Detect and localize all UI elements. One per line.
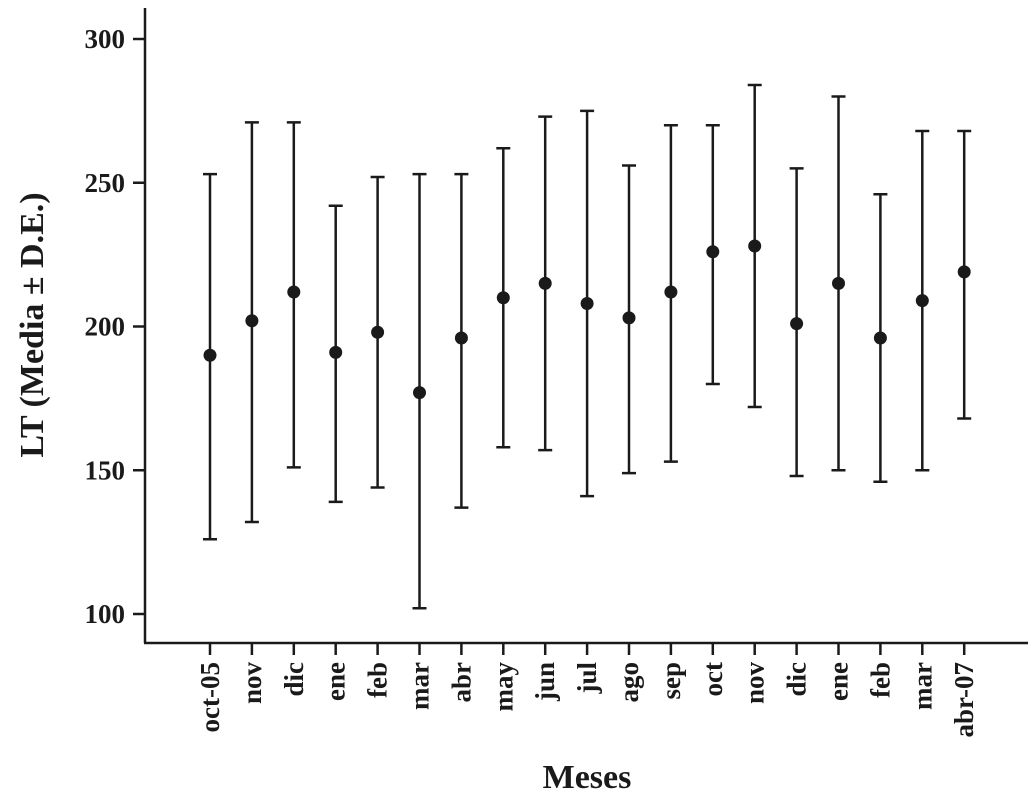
- x-tick-label: nov: [740, 662, 770, 705]
- mean-point: [832, 276, 845, 290]
- y-tick-label: 150: [85, 455, 126, 485]
- mean-point: [664, 285, 678, 299]
- x-tick-label: ene: [321, 662, 351, 701]
- x-tick-label: feb: [363, 662, 393, 698]
- mean-point: [496, 291, 510, 305]
- y-axis-ticks: 100 150 200 250 300: [85, 24, 145, 629]
- x-tick-label: feb: [865, 662, 895, 698]
- mean-point: [873, 331, 887, 345]
- mean-point: [580, 297, 594, 310]
- x-tick-label: dic: [782, 662, 812, 697]
- x-tick-label: abr-07: [949, 662, 979, 738]
- mean-point: [538, 276, 552, 290]
- x-axis-title: Meses: [543, 759, 632, 796]
- mean-point: [622, 311, 636, 325]
- mean-point: [790, 317, 804, 331]
- x-tick-label: dic: [279, 662, 309, 697]
- y-tick-label: 250: [85, 168, 126, 198]
- chart-marks: [203, 83, 972, 610]
- y-tick-label: 300: [85, 24, 126, 54]
- mean-point: [329, 345, 343, 359]
- x-tick-label: oct: [698, 662, 728, 696]
- y-axis-title: LT (Media ± D.E.): [14, 192, 51, 457]
- mean-point: [454, 331, 468, 345]
- x-tick-label: mar: [405, 662, 435, 710]
- mean-point: [287, 285, 301, 299]
- y-tick-label: 200: [85, 312, 126, 342]
- x-tick-label: mar: [907, 662, 937, 710]
- mean-point: [706, 245, 720, 259]
- mean-point: [371, 325, 385, 339]
- mean-point: [245, 314, 259, 328]
- x-tick-label: sep: [656, 662, 686, 700]
- mean-point: [957, 265, 971, 279]
- x-tick-label: nov: [237, 662, 267, 705]
- x-tick-label: jul: [572, 662, 602, 695]
- x-tick-label: abr: [446, 662, 476, 703]
- x-axis-ticks: oct-05 nov dic ene feb mar abr may jun jul ago sep o…: [195, 643, 979, 738]
- x-tick-label: oct-05: [195, 662, 225, 732]
- y-tick-label: 100: [85, 599, 126, 629]
- mean-point: [915, 294, 929, 308]
- x-tick-label: may: [488, 662, 518, 712]
- x-tick-label: ago: [614, 662, 644, 703]
- mean-point: [748, 239, 762, 253]
- mean-point: [203, 348, 217, 362]
- mean-point: [413, 386, 426, 400]
- x-tick-label: jun: [530, 662, 560, 702]
- x-tick-label: ene: [824, 662, 854, 701]
